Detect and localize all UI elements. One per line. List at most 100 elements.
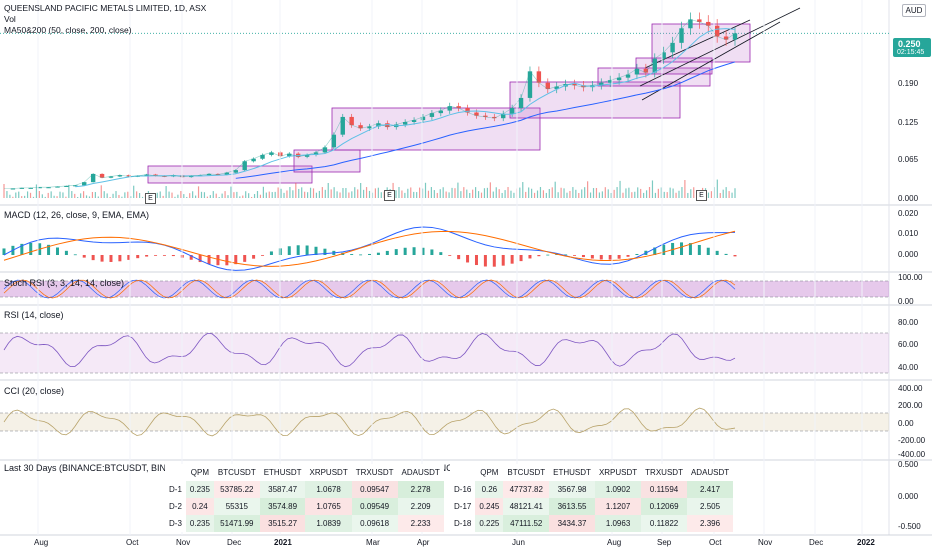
candle-body (697, 19, 702, 22)
candle-body (670, 42, 675, 53)
volume-bar (53, 195, 55, 198)
macd-histogram-bar (145, 255, 149, 257)
rsi-pane-label: RSI (14, close) (4, 310, 64, 320)
volume-bar (357, 189, 359, 198)
volume-bar (365, 187, 368, 198)
cci-tick: 0.00 (898, 419, 914, 428)
macd-histogram-bar (91, 255, 95, 261)
volume-bar (607, 189, 609, 198)
table-value-cell: 2.505 (686, 498, 734, 515)
volume-bar (613, 189, 615, 198)
volume-bar (224, 191, 226, 198)
volume-bar (363, 189, 365, 198)
earnings-marker-2[interactable]: E (384, 190, 395, 201)
macd-histogram-bar (73, 254, 77, 256)
volume-bar (472, 189, 474, 198)
macd-histogram-bar (323, 248, 327, 255)
volume-bar (625, 188, 627, 198)
candle-body (224, 172, 230, 175)
table-row: D-3 0.235 51471.99 3515.27 1.0839 0.09618 2.23… (165, 515, 444, 532)
candle-body (251, 158, 256, 162)
rsi-band (0, 333, 889, 373)
earnings-marker-3[interactable]: E (696, 190, 707, 201)
volume-bar (133, 185, 135, 198)
volume-bar (631, 192, 633, 198)
earnings-marker-1[interactable]: E (145, 193, 156, 204)
volume-bar (197, 186, 200, 198)
volume-bar (3, 184, 5, 198)
volume-bar (186, 196, 188, 198)
table-value-cell: 0.12069 (641, 498, 687, 515)
volume-bar (536, 190, 539, 198)
candle-body (474, 112, 479, 116)
volume-bar (71, 191, 73, 198)
candle-body (73, 185, 78, 187)
macd-histogram-bar (617, 255, 621, 259)
macd-histogram-bar (109, 255, 113, 262)
macd-histogram-bar (269, 251, 273, 255)
last-price-tag: 0.250 02:15:45 (893, 38, 931, 57)
candle-body (483, 115, 488, 117)
macd-histogram-bar (430, 249, 434, 255)
volume-bar (634, 191, 636, 198)
macd-histogram-bar (421, 247, 425, 255)
volume-bar (413, 191, 415, 198)
macd-histogram-bar (724, 253, 728, 255)
volume-bar (477, 191, 480, 198)
candle-body (554, 86, 559, 90)
volume-bar (168, 191, 170, 198)
x-tick: Nov (176, 538, 191, 547)
currency-badge[interactable]: AUD (902, 4, 926, 17)
x-tick: Nov (758, 538, 773, 547)
volume-bar (348, 192, 350, 198)
x-tick: Sep (657, 538, 672, 547)
volume-bar (265, 192, 267, 198)
candle-body (322, 147, 328, 153)
volume-bar (707, 192, 710, 198)
volume-bar (678, 190, 680, 198)
table-day-cell: D-3 (165, 515, 186, 532)
volume-bar (442, 187, 444, 198)
volume-bar (345, 188, 347, 198)
macd-histogram-bar (581, 255, 585, 258)
macd-histogram-bar (394, 249, 398, 255)
volume-bar (174, 196, 176, 198)
volume-bar (436, 192, 438, 198)
macd-histogram-bar (171, 255, 175, 257)
volume-bar (333, 187, 335, 198)
volume-bar (551, 187, 553, 198)
volume-bar (236, 191, 238, 198)
cci-line (3, 407, 736, 437)
x-tick: Apr (417, 538, 430, 547)
candle-body (402, 122, 408, 125)
volume-bar (545, 192, 547, 198)
volume-bar (230, 186, 232, 198)
volume-bar (309, 187, 312, 198)
data-table-right: QPM BTCUSDT ETHUSDT XRPUSDT TRXUSDT ADAU… (450, 464, 734, 532)
volume-bar (610, 192, 612, 198)
volume-bar (15, 192, 17, 198)
candle-body (55, 186, 60, 188)
candle-body (545, 82, 550, 90)
table-value-cell: 53785.22 (213, 481, 260, 498)
volume-bar (734, 188, 736, 198)
macd-histogram-bar (439, 252, 443, 255)
volume-bar (716, 179, 718, 198)
volume-bar (601, 191, 603, 198)
macd-histogram-bar (510, 255, 514, 264)
candle-body (144, 174, 149, 176)
x-tick: Mar (366, 538, 380, 547)
volume-bar (654, 192, 657, 198)
volume-bar (248, 193, 250, 198)
volume-bar (321, 187, 323, 198)
volume-bar (604, 187, 606, 198)
volume-bar (663, 191, 665, 198)
macd-histogram-bar (448, 255, 452, 256)
volume-bar (271, 192, 273, 198)
volume-bar (351, 191, 353, 198)
volume-bar (115, 191, 117, 198)
volume-bar (307, 192, 309, 198)
macd-histogram-bar (136, 255, 140, 259)
rsi-tick: 80.00 (898, 318, 919, 327)
